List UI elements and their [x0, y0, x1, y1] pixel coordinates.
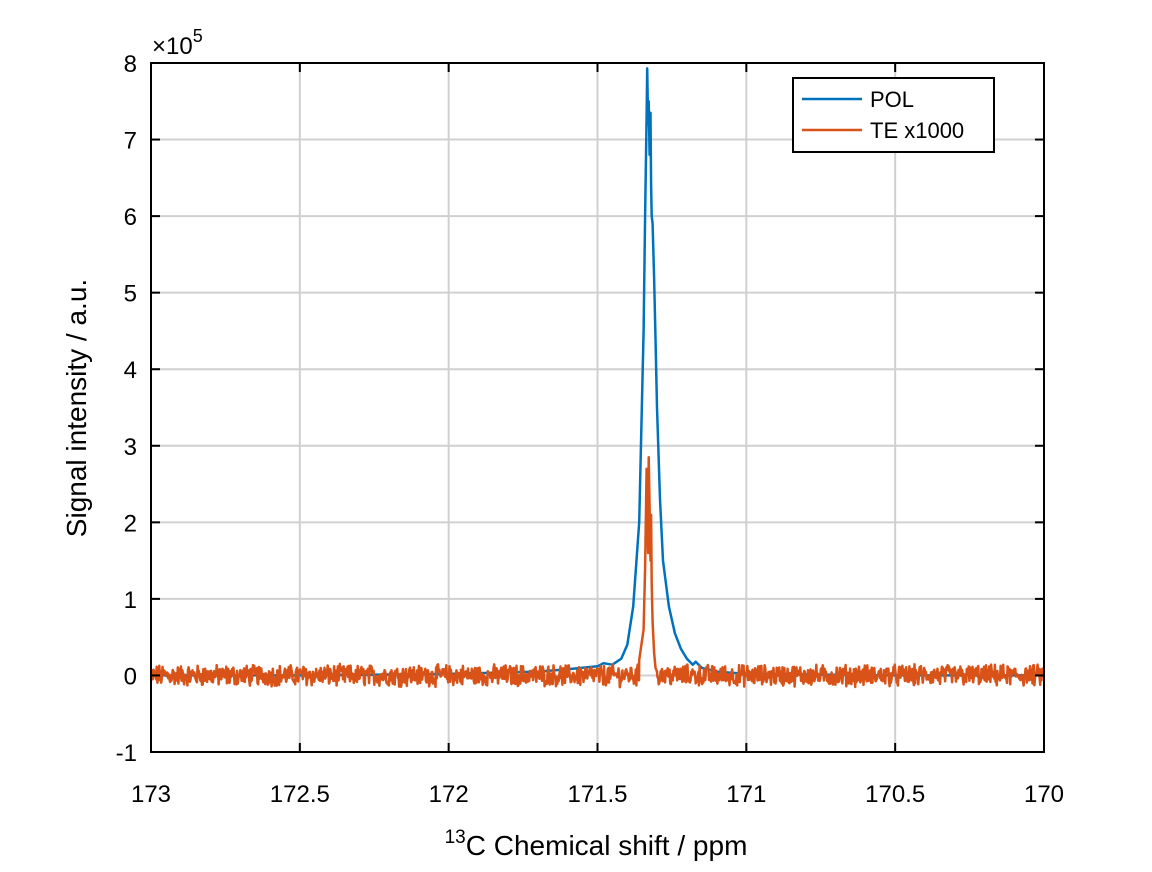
x-axis-label-text: C Chemical shift / ppm: [466, 830, 748, 861]
y-axis-multiplier: ×105: [152, 26, 203, 60]
x-tick-label: 171: [726, 781, 766, 808]
legend-label-te: TE x1000: [870, 118, 964, 143]
y-tick-label: 4: [124, 357, 137, 384]
x-tick-labels: 173 172.5 172 171.5 171 170.5 170: [131, 781, 1064, 808]
x-tick-label: 173: [131, 781, 171, 808]
legend-label-pol: POL: [870, 87, 914, 112]
legend-box: [792, 77, 995, 153]
y-tick-label: 7: [124, 128, 137, 155]
y-tick-label: -1: [116, 740, 137, 767]
y-tick-label: 6: [124, 204, 137, 231]
x-tick-label: 172.5: [270, 781, 330, 808]
legend: POL TE x1000: [792, 77, 995, 153]
grid-lines: [150, 62, 1045, 753]
x-tick-label: 171.5: [567, 781, 627, 808]
multiplier-exponent: 5: [193, 26, 203, 46]
y-tick-labels: -1 0 1 2 3 4 5 6 7 8: [116, 51, 137, 767]
y-tick-label: 2: [124, 510, 137, 537]
plot-series: [149, 67, 1046, 689]
series-line-te: [149, 456, 1046, 689]
y-tick-label: 0: [124, 663, 137, 690]
x-axis-label: 13C Chemical shift / ppm: [445, 827, 748, 861]
x-tick-label: 170.5: [865, 781, 925, 808]
x-axis-label-superscript: 13: [445, 827, 466, 848]
x-tick-label: 170: [1024, 781, 1064, 808]
multiplier-base: ×10: [152, 33, 193, 60]
x-tick-label: 172: [429, 781, 469, 808]
y-tick-label: 1: [124, 587, 137, 614]
axis-ticks: [150, 62, 1045, 753]
y-tick-label: 3: [124, 434, 137, 461]
y-tick-label: 5: [124, 281, 137, 308]
y-tick-label: 8: [124, 51, 137, 78]
series-line-pol: [151, 67, 1044, 677]
y-axis-label: Signal intensity / a.u.: [61, 279, 92, 537]
